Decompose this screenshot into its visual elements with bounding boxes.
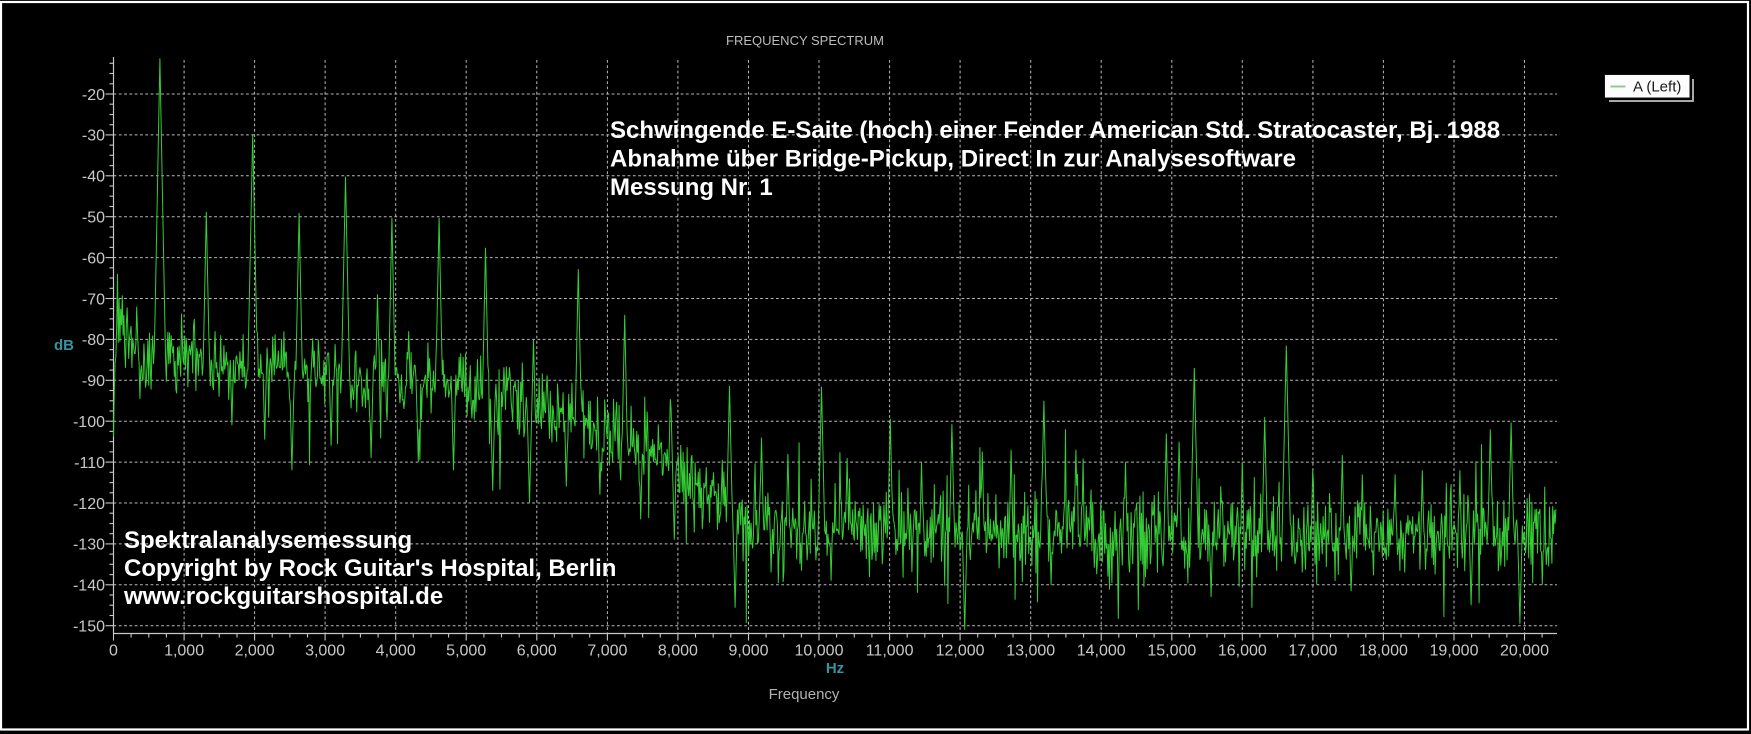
svg-text:8,000: 8,000	[658, 643, 698, 660]
svg-text:12,000: 12,000	[936, 643, 985, 660]
svg-text:Spektralanalysemessung: Spektralanalysemessung	[124, 527, 412, 554]
svg-text:16,000: 16,000	[1218, 643, 1267, 660]
svg-text:-90: -90	[82, 373, 105, 390]
svg-text:Schwingende E-Saite (hoch) ein: Schwingende E-Saite (hoch) einer Fender …	[610, 117, 1500, 144]
svg-text:1,000: 1,000	[164, 643, 204, 660]
svg-text:0: 0	[109, 643, 118, 660]
svg-text:6,000: 6,000	[517, 643, 557, 660]
svg-text:FREQUENCY SPECTRUM: FREQUENCY SPECTRUM	[726, 33, 884, 48]
svg-text:2,000: 2,000	[235, 643, 275, 660]
svg-text:15,000: 15,000	[1147, 643, 1196, 660]
svg-text:19,000: 19,000	[1430, 643, 1479, 660]
svg-text:dB: dB	[54, 337, 74, 354]
svg-text:10,000: 10,000	[795, 643, 844, 660]
svg-text:7,000: 7,000	[587, 643, 627, 660]
svg-text:Copyright by Rock Guitar's Hos: Copyright by Rock Guitar's Hospital, Ber…	[124, 555, 616, 582]
svg-text:Abnahme über Bridge-Pickup, Di: Abnahme über Bridge-Pickup, Direct In zu…	[610, 146, 1296, 173]
svg-text:-20: -20	[82, 87, 105, 104]
svg-text:17,000: 17,000	[1288, 643, 1337, 660]
svg-text:5,000: 5,000	[446, 643, 486, 660]
svg-text:-120: -120	[73, 496, 105, 513]
svg-text:A (Left): A (Left)	[1633, 79, 1681, 96]
svg-text:20,000: 20,000	[1500, 643, 1549, 660]
svg-text:Hz: Hz	[826, 660, 844, 677]
svg-text:-60: -60	[82, 250, 105, 267]
svg-text:-70: -70	[82, 291, 105, 308]
svg-text:-100: -100	[73, 414, 105, 431]
svg-text:Frequency: Frequency	[769, 686, 840, 703]
svg-text:4,000: 4,000	[376, 643, 416, 660]
svg-text:14,000: 14,000	[1077, 643, 1126, 660]
svg-text:Messung Nr. 1: Messung Nr. 1	[610, 174, 773, 201]
svg-text:13,000: 13,000	[1006, 643, 1055, 660]
svg-text:-40: -40	[82, 169, 105, 186]
svg-text:-130: -130	[73, 537, 105, 554]
svg-text:-150: -150	[73, 619, 105, 636]
svg-text:11,000: 11,000	[866, 643, 914, 660]
svg-text:3,000: 3,000	[305, 643, 345, 660]
svg-text:-140: -140	[73, 578, 105, 595]
svg-text:-110: -110	[74, 455, 105, 472]
svg-text:9,000: 9,000	[728, 643, 768, 660]
svg-text:-30: -30	[82, 128, 105, 145]
svg-text:18,000: 18,000	[1359, 643, 1408, 660]
svg-text:-80: -80	[82, 332, 105, 349]
svg-text:-50: -50	[82, 210, 105, 227]
svg-text:www.rockguitarshospital.de: www.rockguitarshospital.de	[123, 583, 443, 610]
